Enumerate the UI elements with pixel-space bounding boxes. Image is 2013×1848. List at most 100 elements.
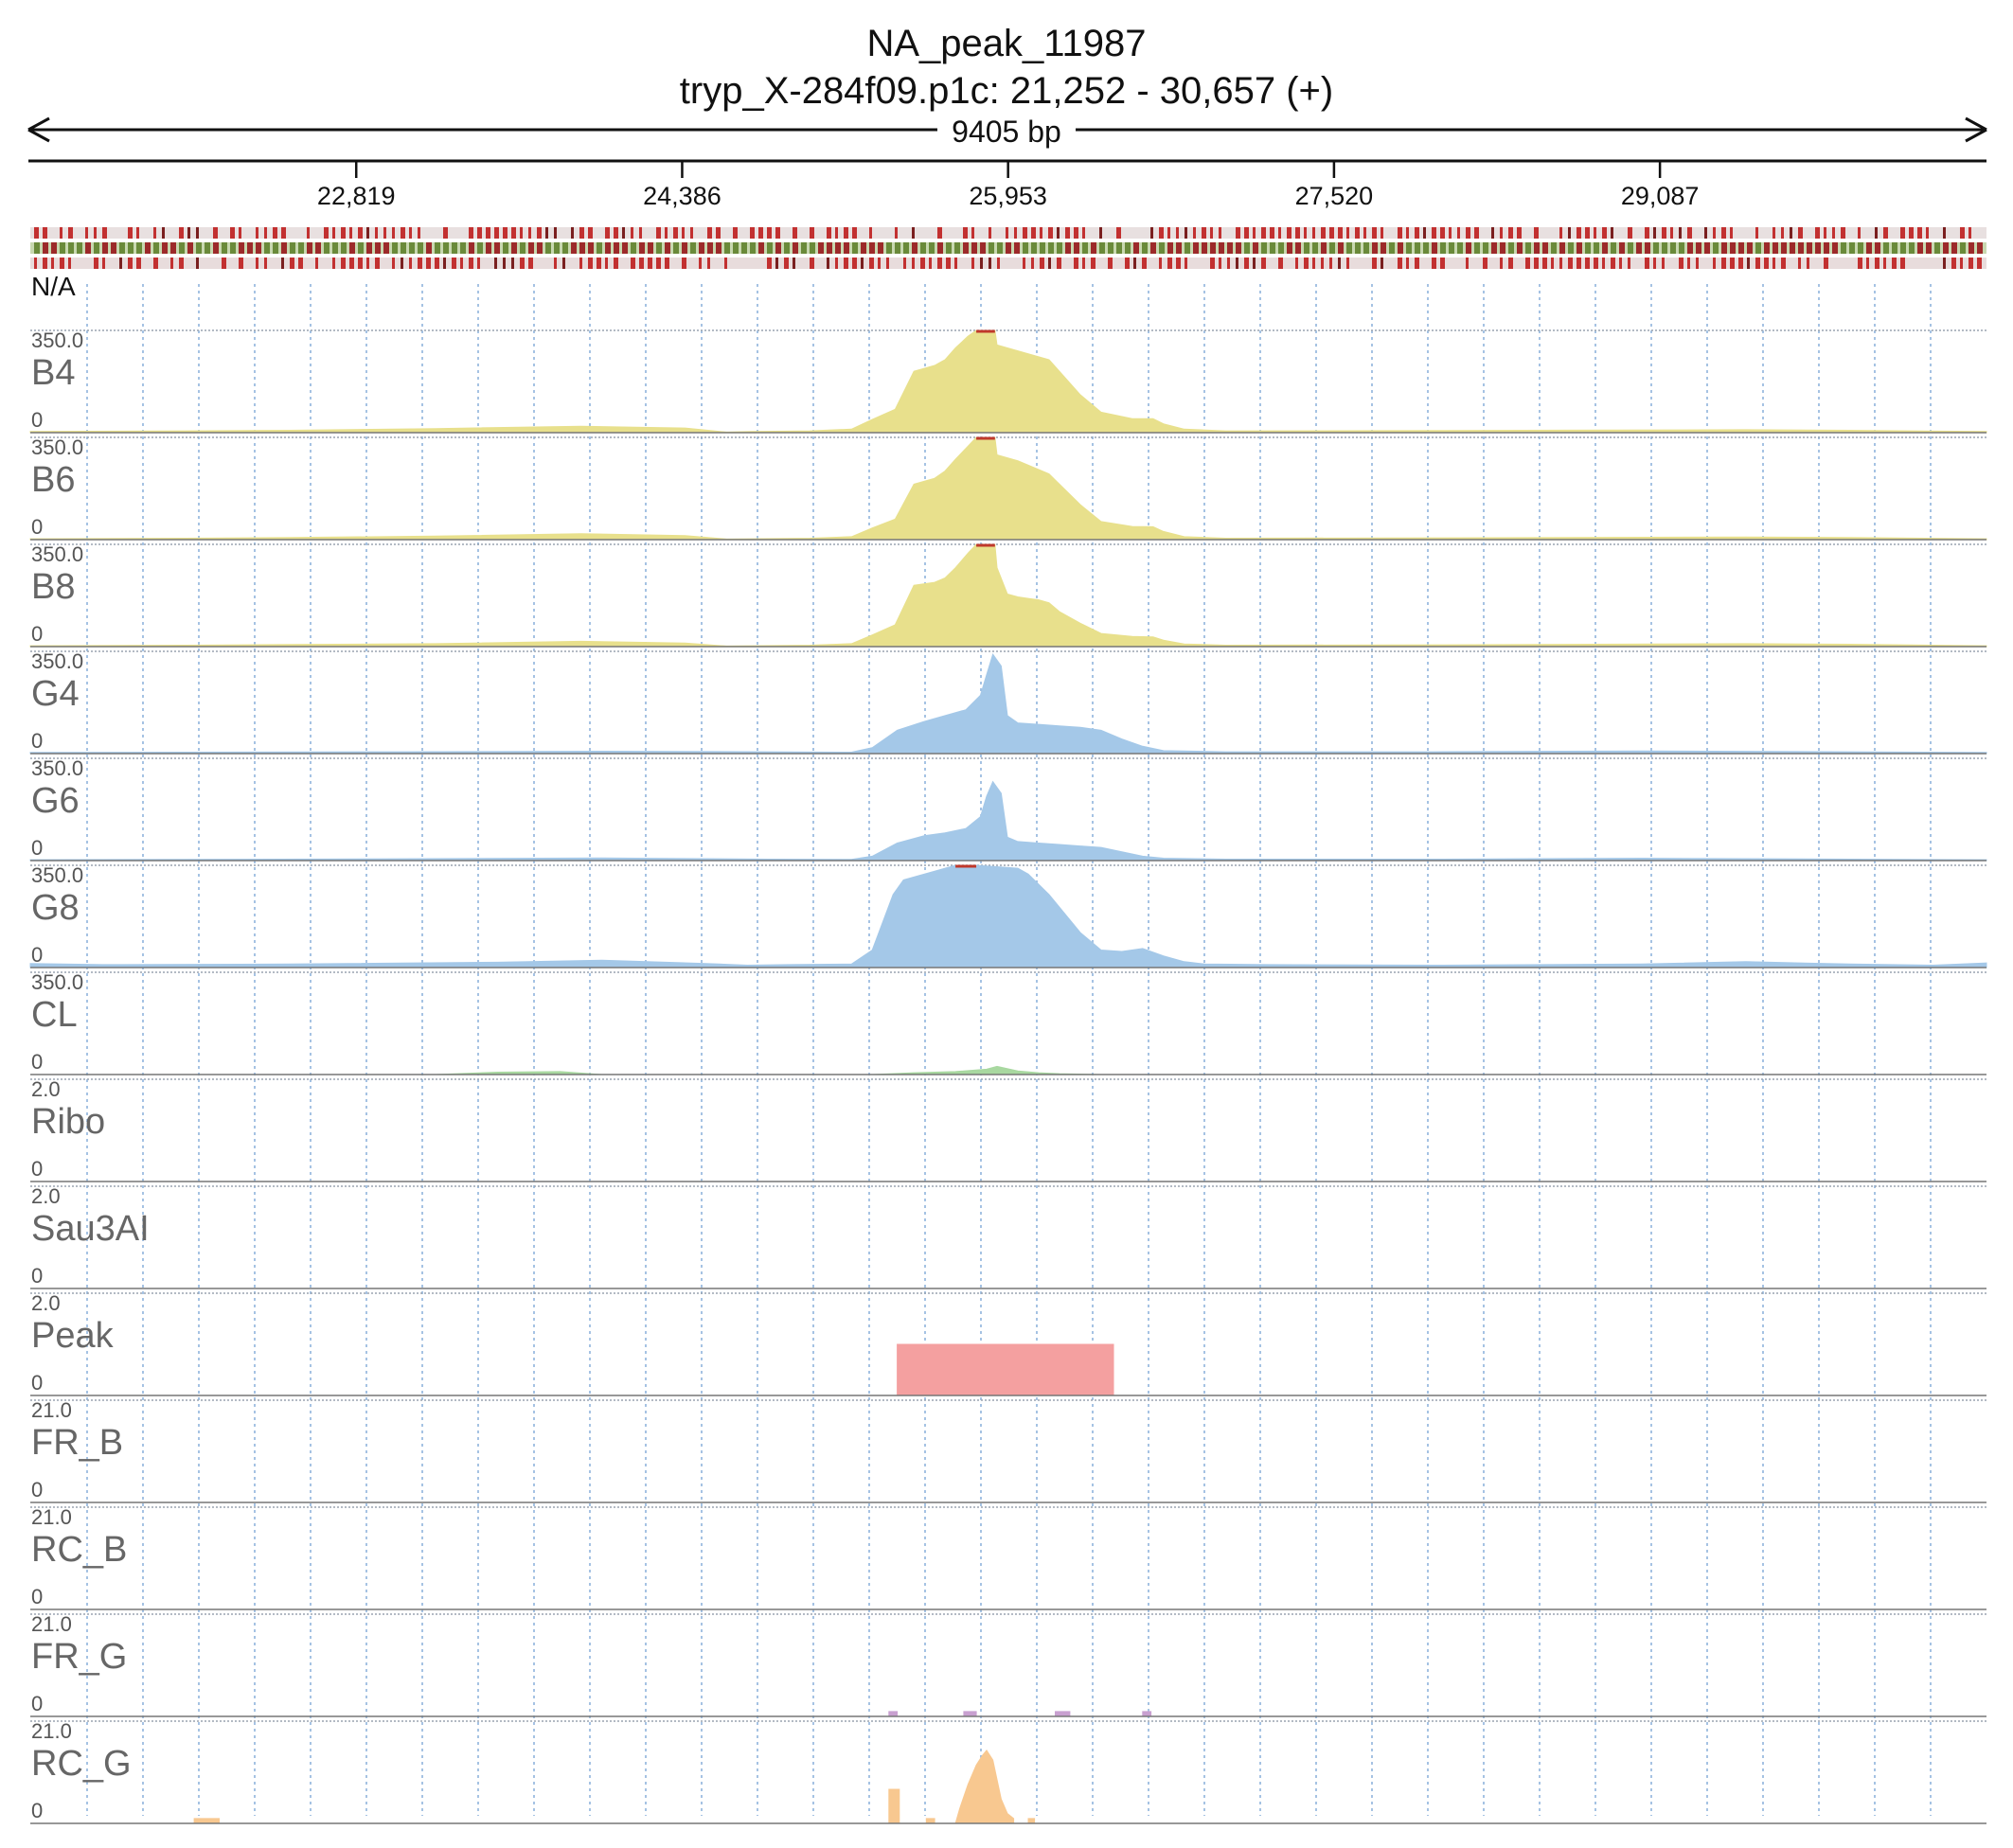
- annotation-mark: [1730, 242, 1736, 254]
- annotation-mark: [1381, 258, 1383, 269]
- annotation-mark: [1559, 258, 1562, 269]
- annotation-mark: [528, 227, 531, 239]
- annotation-mark: [1048, 242, 1054, 254]
- annotation-mark: [520, 242, 526, 254]
- track-ymin-label: 0: [31, 1799, 43, 1822]
- track-name: Peak: [31, 1316, 115, 1356]
- annotation-row: [30, 258, 1986, 269]
- annotation-mark: [264, 227, 267, 239]
- track-ymax-label: 350.0: [31, 649, 83, 673]
- annotation-mark: [1236, 258, 1238, 269]
- annotation-mark: [1508, 258, 1513, 269]
- annotation-mark: [239, 242, 244, 254]
- track-signal-area: [888, 1711, 1152, 1717]
- annotation-mark: [648, 242, 653, 254]
- annotation-mark: [648, 258, 652, 269]
- annotation-mark: [1074, 258, 1078, 269]
- track-rc_g: 21.0RC_G 0: [30, 1719, 1986, 1824]
- annotation-mark: [179, 258, 184, 269]
- annotation-mark: [486, 242, 491, 254]
- annotation-mark: [1900, 227, 1905, 239]
- track-name: Ribo: [31, 1102, 105, 1142]
- annotation-mark: [707, 258, 710, 269]
- annotation-mark: [1372, 227, 1377, 239]
- track-name: B4: [31, 353, 75, 393]
- annotation-mark: [1466, 242, 1471, 254]
- track-ymin-label: 0: [31, 408, 43, 432]
- annotation-mark: [954, 242, 960, 254]
- annotation-mark: [767, 258, 772, 269]
- annotation-mark: [1662, 258, 1665, 269]
- annotation-mark: [1432, 258, 1436, 269]
- annotation-mark: [929, 242, 935, 254]
- annotation-mark: [503, 242, 508, 254]
- annotation-mark: [1023, 227, 1027, 239]
- annotation-mark: [707, 227, 712, 239]
- track-rc_b: 21.0RC_B 0: [30, 1505, 1986, 1610]
- track-ymax-label: 2.0: [31, 1077, 61, 1101]
- annotation-mark: [222, 242, 227, 254]
- annotation-mark: [1185, 227, 1187, 239]
- annotation-mark: [1457, 227, 1460, 239]
- annotation-mark: [1645, 258, 1649, 269]
- annotation-track-label: N/A: [31, 272, 76, 301]
- annotation-mark: [989, 242, 994, 254]
- annotation-mark: [1875, 242, 1880, 254]
- annotation-mark: [196, 227, 199, 239]
- annotation-mark: [1048, 258, 1051, 269]
- annotation-mark: [452, 242, 457, 254]
- annotation-mark: [1116, 242, 1122, 254]
- annotation-mark: [1116, 227, 1121, 239]
- annotation-mark: [153, 242, 159, 254]
- annotation-mark: [1406, 258, 1409, 269]
- annotation-mark: [775, 258, 778, 269]
- annotation-mark: [409, 258, 412, 269]
- signal-tracks: 350.0B40350.0B60350.0B80350.0G40350.0G60…: [29, 329, 1987, 1824]
- annotation-mark: [511, 258, 514, 269]
- annotation-mark: [307, 242, 312, 254]
- annotation-mark: [1287, 227, 1292, 239]
- annotation-mark: [579, 227, 584, 239]
- annotation-mark: [511, 227, 516, 239]
- annotation-mark: [51, 242, 57, 254]
- annotation-mark: [401, 242, 406, 254]
- annotation-mark: [1457, 242, 1463, 254]
- annotation-mark: [1023, 258, 1025, 269]
- x-tick-label: 27,520: [1295, 182, 1374, 210]
- annotation-mark: [85, 227, 88, 239]
- annotation-mark: [758, 227, 763, 239]
- annotation-mark: [810, 242, 815, 254]
- annotation-mark: [375, 258, 380, 269]
- annotation-mark: [401, 258, 403, 269]
- annotation-mark: [1508, 242, 1514, 254]
- annotation-mark: [1176, 227, 1179, 239]
- annotation-mark: [579, 242, 585, 254]
- annotation-mark: [1295, 258, 1298, 269]
- annotation-mark: [469, 258, 473, 269]
- annotation-mark: [341, 258, 346, 269]
- annotation-mark: [494, 242, 500, 254]
- annotation-mark: [1244, 242, 1250, 254]
- annotation-mark: [1057, 242, 1062, 254]
- annotation-mark: [1355, 227, 1360, 239]
- track-signal-area: [897, 1343, 1114, 1396]
- annotation-mark: [1866, 242, 1872, 254]
- annotation-mark: [793, 227, 797, 239]
- annotation-mark: [545, 227, 548, 239]
- annotation-mark: [1977, 242, 1983, 254]
- annotation-mark: [1968, 258, 1973, 269]
- annotation-mark: [1960, 242, 1966, 254]
- annotation-mark: [1747, 258, 1750, 269]
- annotation-mark: [733, 242, 739, 254]
- annotation-mark: [1202, 242, 1207, 254]
- annotation-mark: [579, 258, 582, 269]
- annotation-mark: [1926, 242, 1932, 254]
- annotation-mark: [1023, 242, 1028, 254]
- annotation-mark: [1372, 258, 1377, 269]
- annotation-mark: [1525, 258, 1530, 269]
- annotation-mark: [349, 258, 354, 269]
- annotation-mark: [537, 227, 542, 239]
- annotation-mark: [733, 227, 738, 239]
- annotation-mark: [1875, 258, 1879, 269]
- annotation-mark: [264, 258, 267, 269]
